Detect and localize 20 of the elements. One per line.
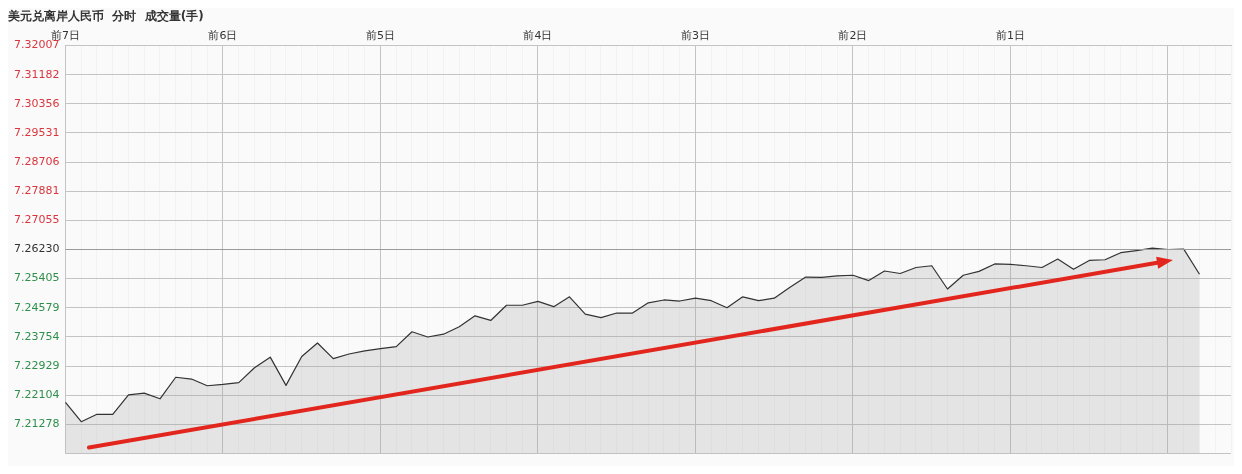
x-tick-label: 前6日 <box>208 28 238 42</box>
x-tick-label: 前5日 <box>365 28 395 42</box>
y-tick-label: 7.22929 <box>13 358 60 372</box>
y-tick-label: 7.27881 <box>13 184 60 198</box>
y-tick-label: 7.26230 <box>13 242 60 256</box>
x-tick-label: 前1日 <box>996 28 1025 42</box>
y-tick-label: 7.27055 <box>13 213 60 227</box>
x-tick-label: 前2日 <box>838 28 868 42</box>
y-tick-label: 7.22104 <box>13 387 60 401</box>
y-tick-label: 7.24579 <box>13 300 60 314</box>
y-tick-label: 7.28706 <box>13 154 60 168</box>
y-tick-label: 7.31182 <box>13 67 60 81</box>
chart-title: 美元兑离岸人民币 分时 成交量(手) <box>7 9 204 24</box>
y-tick-label: 7.23754 <box>13 329 60 343</box>
x-tick-label: 前3日 <box>680 28 710 42</box>
y-tick-label: 7.29531 <box>13 125 60 139</box>
x-tick-label: 前4日 <box>523 28 553 42</box>
y-tick-label: 7.21278 <box>13 417 60 431</box>
y-tick-label: 7.25405 <box>13 271 60 285</box>
y-tick-label: 7.30356 <box>13 96 60 110</box>
